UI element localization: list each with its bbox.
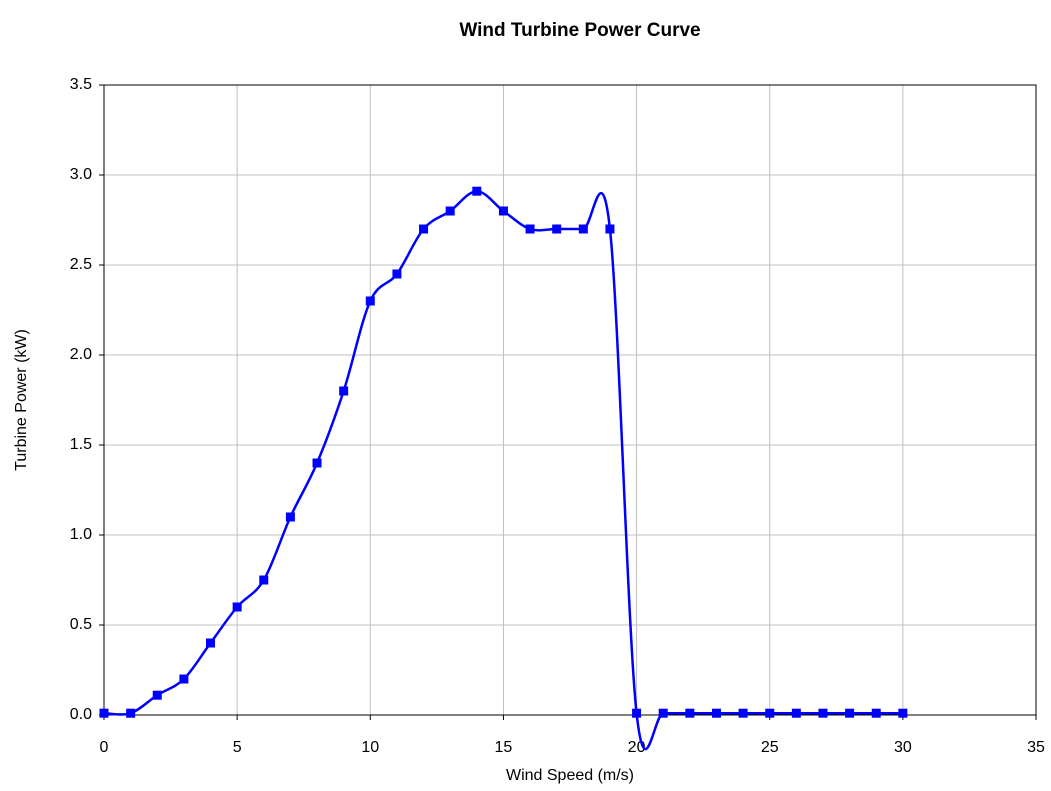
y-tick-label: 0.5 [70,616,92,633]
data-point [206,638,216,648]
x-axis-label: Wind Speed (m/s) [506,767,634,784]
data-point [419,224,429,234]
data-point [232,602,242,612]
y-tick-label: 3.0 [70,166,92,183]
data-point [525,224,535,234]
x-tick-label: 15 [495,739,513,756]
data-point [152,690,162,700]
data-point [791,708,801,718]
data-point [126,708,136,718]
plot-border [103,84,1037,716]
chart-title: Wind Turbine Power Curve [459,20,700,41]
data-point [658,708,668,718]
data-point [259,575,269,585]
data-point [365,296,375,306]
x-tick-label: 25 [761,739,779,756]
data-point [898,708,908,718]
data-point [711,708,721,718]
data-point [845,708,855,718]
data-point [392,269,402,279]
data-point [765,708,775,718]
data-point [738,708,748,718]
x-tick-label: 10 [361,739,379,756]
data-point [871,708,881,718]
x-tick-label: 5 [233,739,242,756]
y-axis-label: Turbine Power (kW) [13,329,30,471]
y-tick-label: 3.5 [70,76,92,93]
x-tick-label: 0 [100,739,109,756]
data-point [285,512,295,522]
data-point [312,458,322,468]
data-point [552,224,562,234]
data-point [339,386,349,396]
y-tick-label: 1.0 [70,526,92,543]
y-tick-label: 2.5 [70,256,92,273]
y-tick-label: 1.5 [70,436,92,453]
x-tick-label: 35 [1027,739,1045,756]
data-point [818,708,828,718]
data-point [605,224,615,234]
data-point [179,674,189,684]
data-point [632,708,642,718]
x-tick-label: 30 [894,739,912,756]
data-point [685,708,695,718]
y-tick-label: 2.0 [70,346,92,363]
data-point [99,708,109,718]
data-point [472,186,482,196]
data-point [498,206,508,216]
y-tick-label: 0.0 [70,706,92,723]
data-point [445,206,455,216]
data-point [578,224,588,234]
